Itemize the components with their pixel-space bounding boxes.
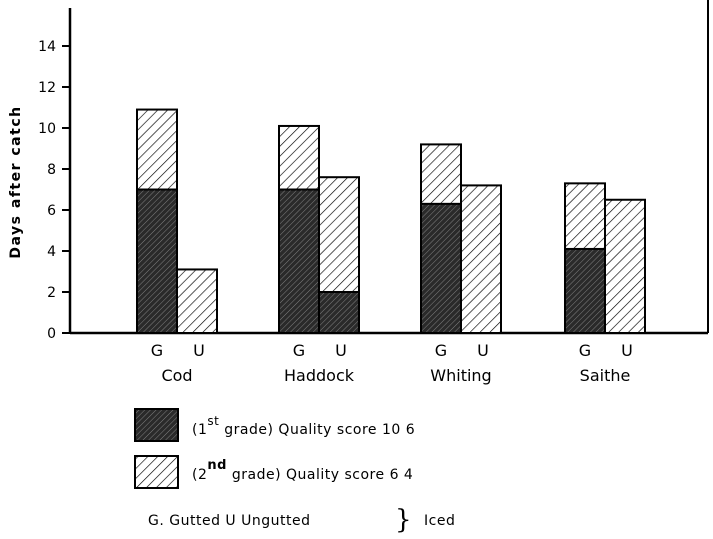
legend-superscript-first: st bbox=[207, 414, 219, 428]
bar-first-grade-whiting-g bbox=[420, 202, 462, 334]
bar-first-grade-haddock-g bbox=[278, 188, 320, 334]
x-category-label: Whiting bbox=[430, 366, 491, 385]
x-sub-label-g: G bbox=[151, 341, 163, 360]
legend-superscript-second: nd bbox=[207, 458, 227, 473]
y-tick-label: 0 bbox=[47, 326, 56, 342]
x-sub-label-u: U bbox=[477, 341, 489, 360]
y-tick-label: 12 bbox=[38, 80, 56, 96]
x-sub-label-g: G bbox=[293, 341, 305, 360]
bars bbox=[136, 108, 646, 335]
y-tick-label: 14 bbox=[38, 39, 56, 55]
x-category-label: Cod bbox=[161, 366, 192, 385]
bar-second-grade-whiting-u bbox=[460, 184, 502, 334]
x-category-label: Haddock bbox=[284, 366, 355, 385]
bar-first-grade-saithe-g bbox=[564, 247, 606, 334]
y-axis-label: Days after catch bbox=[8, 105, 24, 258]
y-tick-label: 10 bbox=[38, 121, 56, 137]
legend-label-second-grade: (2nd grade) Quality score 6 4 bbox=[192, 458, 413, 483]
bar-first-grade-cod-g bbox=[136, 188, 178, 334]
y-tick-label: 4 bbox=[47, 244, 56, 260]
x-sub-label-u: U bbox=[193, 341, 205, 360]
y-tick-label: 6 bbox=[47, 203, 56, 219]
y-tick-label: 2 bbox=[47, 285, 56, 301]
legend-label-first-grade: (1st grade) Quality score 10 6 bbox=[192, 414, 415, 438]
x-sub-label-u: U bbox=[335, 341, 347, 360]
bar-second-grade-cod-u bbox=[176, 268, 218, 335]
y-tick-label: 8 bbox=[47, 162, 56, 178]
footnote-brace: } bbox=[395, 505, 412, 535]
legend-swatch-second-grade bbox=[134, 455, 179, 489]
y-ticks: 0 2 4 6 8 10 12 14 bbox=[38, 39, 70, 342]
bar-first-grade-haddock-u bbox=[318, 291, 360, 334]
legend: (1st grade) Quality score 10 6 (2nd grad… bbox=[134, 408, 455, 535]
footnote-iced: Iced bbox=[424, 513, 455, 529]
x-sub-label-u: U bbox=[621, 341, 633, 360]
legend-swatch-first-grade bbox=[134, 408, 179, 442]
footnote-text: G. Gutted U Ungutted bbox=[148, 513, 310, 529]
x-sub-label-g: G bbox=[579, 341, 591, 360]
x-sub-label-g: G bbox=[435, 341, 447, 360]
bar-second-grade-saithe-u bbox=[604, 198, 646, 334]
x-category-label: Saithe bbox=[580, 366, 631, 385]
